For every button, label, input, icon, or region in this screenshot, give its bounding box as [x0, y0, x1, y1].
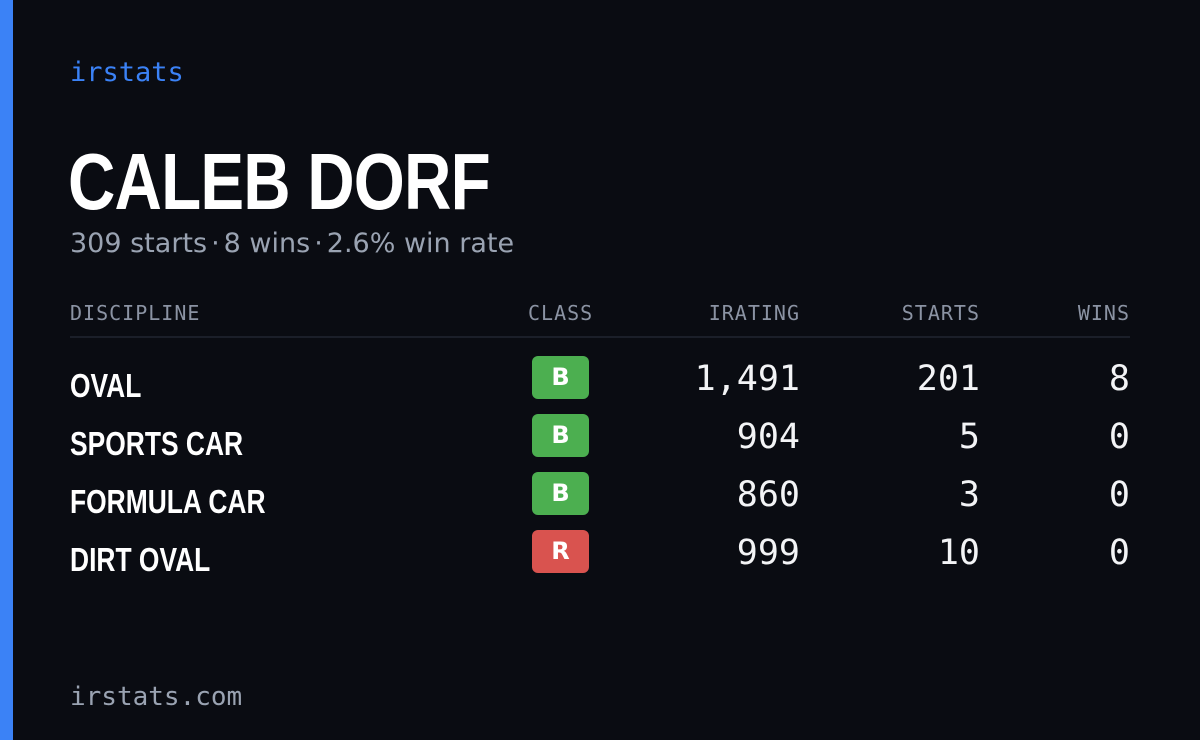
summary-starts: 309 starts — [70, 228, 208, 259]
header-irating: IRATING — [708, 301, 800, 325]
irating-value: 860 — [736, 475, 800, 515]
starts-value: 5 — [958, 417, 980, 457]
wins-value: 0 — [1108, 533, 1130, 573]
header-wins: WINS — [1077, 301, 1130, 325]
starts-value: 3 — [958, 475, 980, 515]
starts-value: 201 — [916, 359, 980, 399]
header-starts: STARTS — [901, 301, 980, 325]
summary-wins: 8 wins — [223, 228, 311, 259]
discipline-name: SPORTS CAR — [70, 425, 244, 462]
discipline-name: DIRT OVAL — [70, 541, 211, 578]
wins-value: 0 — [1108, 417, 1130, 457]
table-header: DISCIPLINE CLASS IRATING STARTS WINS — [70, 296, 1130, 338]
class-badge: B — [532, 414, 589, 457]
irating-value: 904 — [736, 417, 800, 457]
class-badge: B — [532, 356, 589, 399]
discipline-name: FORMULA CAR — [70, 483, 266, 520]
table-row: DIRT OVAL R 999 10 0 — [70, 512, 1130, 578]
summary-separator: · — [211, 228, 220, 259]
header-class: CLASS — [528, 301, 594, 325]
summary-win-rate: 2.6% win rate — [326, 228, 515, 259]
discipline-name: OVAL — [70, 367, 142, 404]
table-row: OVAL B 1,491 201 8 — [70, 338, 1130, 404]
header-discipline: DISCIPLINE — [70, 301, 201, 325]
class-badge: B — [532, 472, 589, 515]
summary-separator: · — [314, 228, 323, 259]
irating-value: 999 — [736, 533, 800, 573]
site-url[interactable]: irstats.com — [70, 682, 243, 712]
driver-name: CALEB DORF — [68, 137, 491, 226]
career-summary: 309 starts · 8 wins · 2.6% win rate — [70, 226, 514, 262]
table-row: FORMULA CAR B 860 3 0 — [70, 454, 1130, 520]
discipline-table: DISCIPLINE CLASS IRATING STARTS WINS OVA… — [70, 296, 1130, 578]
table-row: SPORTS CAR B 904 5 0 — [70, 396, 1130, 462]
class-badge: R — [532, 530, 589, 573]
starts-value: 10 — [937, 533, 980, 573]
wins-value: 8 — [1108, 359, 1130, 399]
brand-logo: irstats — [70, 57, 184, 88]
wins-value: 0 — [1108, 475, 1130, 515]
irating-value: 1,491 — [694, 359, 800, 399]
accent-bar — [0, 0, 13, 740]
